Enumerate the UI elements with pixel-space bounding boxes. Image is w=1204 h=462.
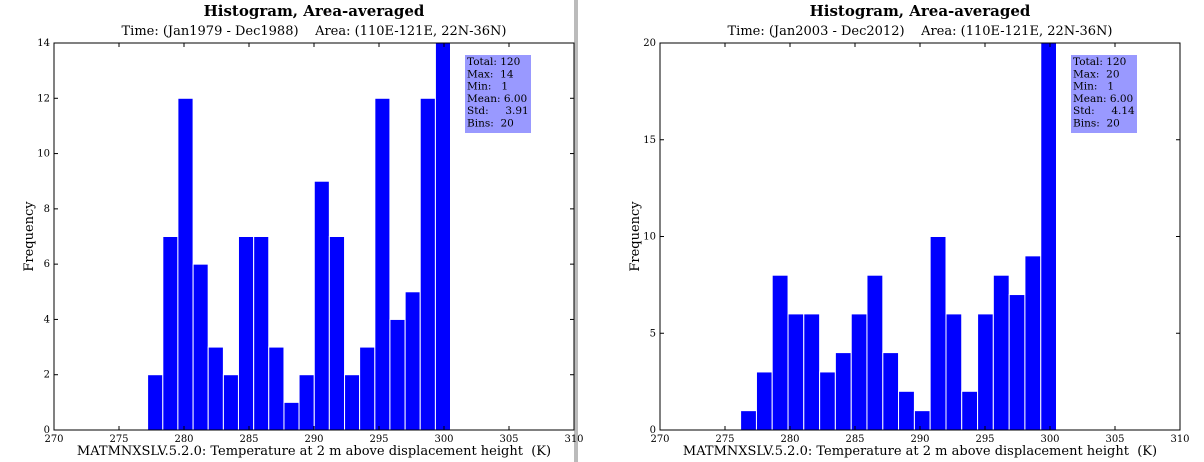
x-tick-label: 280 xyxy=(780,434,799,445)
bar xyxy=(929,236,947,431)
chart-title: Histogram, Area-averaged xyxy=(810,2,1031,20)
bar xyxy=(850,313,868,431)
bar xyxy=(866,274,884,431)
y-tick-label: 8 xyxy=(44,204,50,215)
bar xyxy=(803,313,821,431)
chart-subtitle: Time: (Jan2003 - Dec2012) Area: (110E-12… xyxy=(727,24,1112,39)
bar xyxy=(253,236,270,431)
stats-line: Min: 1 xyxy=(1073,81,1114,93)
y-tick-label: 0 xyxy=(44,425,50,436)
stats-line: Bins: 20 xyxy=(467,118,514,130)
x-tick-label: 295 xyxy=(369,434,388,445)
y-tick-label: 14 xyxy=(37,38,50,49)
y-tick-label: 20 xyxy=(643,38,656,49)
stats-line: Min: 1 xyxy=(467,81,508,93)
bar xyxy=(419,97,436,431)
bar xyxy=(898,390,915,431)
bar xyxy=(268,346,285,431)
stats-line: Std: 4.14 xyxy=(1073,105,1135,117)
x-tick-label: 310 xyxy=(1170,434,1189,445)
stats-line: Max: 14 xyxy=(467,68,514,80)
bar xyxy=(787,313,805,431)
x-tick-label: 290 xyxy=(910,434,929,445)
x-axis-label: MATMNXSLV.5.2.0: Temperature at 2 m abov… xyxy=(683,444,1157,459)
stats-box xyxy=(1071,55,1137,133)
bar xyxy=(328,236,346,431)
divider xyxy=(574,0,578,462)
bar xyxy=(913,410,931,431)
x-axis-label: MATMNXSLV.5.2.0: Temperature at 2 m abov… xyxy=(77,444,551,459)
x-tick-label: 275 xyxy=(109,434,128,445)
bar xyxy=(834,352,852,431)
x-tick-label: 275 xyxy=(715,434,734,445)
y-tick-label: 2 xyxy=(44,370,50,381)
x-tick-label: 300 xyxy=(434,434,453,445)
bar xyxy=(740,410,757,431)
bar xyxy=(344,374,361,431)
stats-line: Bins: 20 xyxy=(1073,118,1120,130)
bar xyxy=(992,274,1010,431)
stats-line: Std: 3.91 xyxy=(467,105,529,117)
chart-title: Histogram, Area-averaged xyxy=(204,2,425,20)
bar xyxy=(819,371,836,431)
y-axis-label: Frequency xyxy=(22,201,37,272)
bar xyxy=(207,346,224,431)
chart-subtitle: Time: (Jan1979 - Dec1988) Area: (110E-12… xyxy=(121,24,506,39)
bar xyxy=(177,97,194,431)
bar xyxy=(961,390,979,431)
x-tick-label: 310 xyxy=(564,434,583,445)
x-tick-label: 285 xyxy=(239,434,258,445)
bar xyxy=(1040,42,1058,431)
stats-line: Total: 120 xyxy=(467,56,520,68)
bar xyxy=(404,291,421,431)
bar xyxy=(192,263,209,431)
plot-frame xyxy=(659,42,1181,431)
bar xyxy=(1024,255,1042,431)
y-tick-label: 6 xyxy=(44,259,50,270)
bar xyxy=(237,236,255,431)
stats-line: Total: 120 xyxy=(1073,56,1126,68)
x-tick-label: 290 xyxy=(304,434,323,445)
bar xyxy=(298,374,315,431)
bar xyxy=(389,318,406,431)
y-tick-label: 10 xyxy=(643,232,656,243)
bar xyxy=(771,274,789,431)
bar xyxy=(434,42,452,431)
bar xyxy=(222,374,239,431)
bar xyxy=(162,236,179,431)
bar xyxy=(882,352,900,431)
stats-line: Max: 20 xyxy=(1073,68,1120,80)
bar xyxy=(755,371,773,431)
bar xyxy=(977,313,994,431)
bar xyxy=(359,346,376,431)
x-tick-label: 280 xyxy=(174,434,193,445)
bar xyxy=(147,374,164,431)
x-tick-label: 300 xyxy=(1040,434,1059,445)
y-tick-label: 4 xyxy=(44,314,50,325)
stats-line: Mean: 6.00 xyxy=(467,93,527,105)
bar xyxy=(1008,294,1026,431)
x-tick-label: 285 xyxy=(845,434,864,445)
y-tick-label: 10 xyxy=(37,149,50,160)
bar xyxy=(945,313,963,431)
x-tick-label: 270 xyxy=(650,434,669,445)
bar xyxy=(283,401,300,431)
bar xyxy=(374,97,391,431)
plot-frame xyxy=(53,42,575,431)
stats-box xyxy=(465,55,531,133)
y-tick-label: 15 xyxy=(643,135,656,146)
x-tick-label: 295 xyxy=(975,434,994,445)
stats-line: Mean: 6.00 xyxy=(1073,93,1133,105)
bar xyxy=(313,180,330,431)
x-tick-label: 270 xyxy=(44,434,63,445)
y-axis-label: Frequency xyxy=(628,201,643,272)
y-tick-label: 12 xyxy=(37,93,50,104)
y-tick-label: 0 xyxy=(650,425,656,436)
x-tick-label: 305 xyxy=(499,434,518,445)
y-tick-label: 5 xyxy=(650,328,656,339)
x-tick-label: 305 xyxy=(1105,434,1124,445)
